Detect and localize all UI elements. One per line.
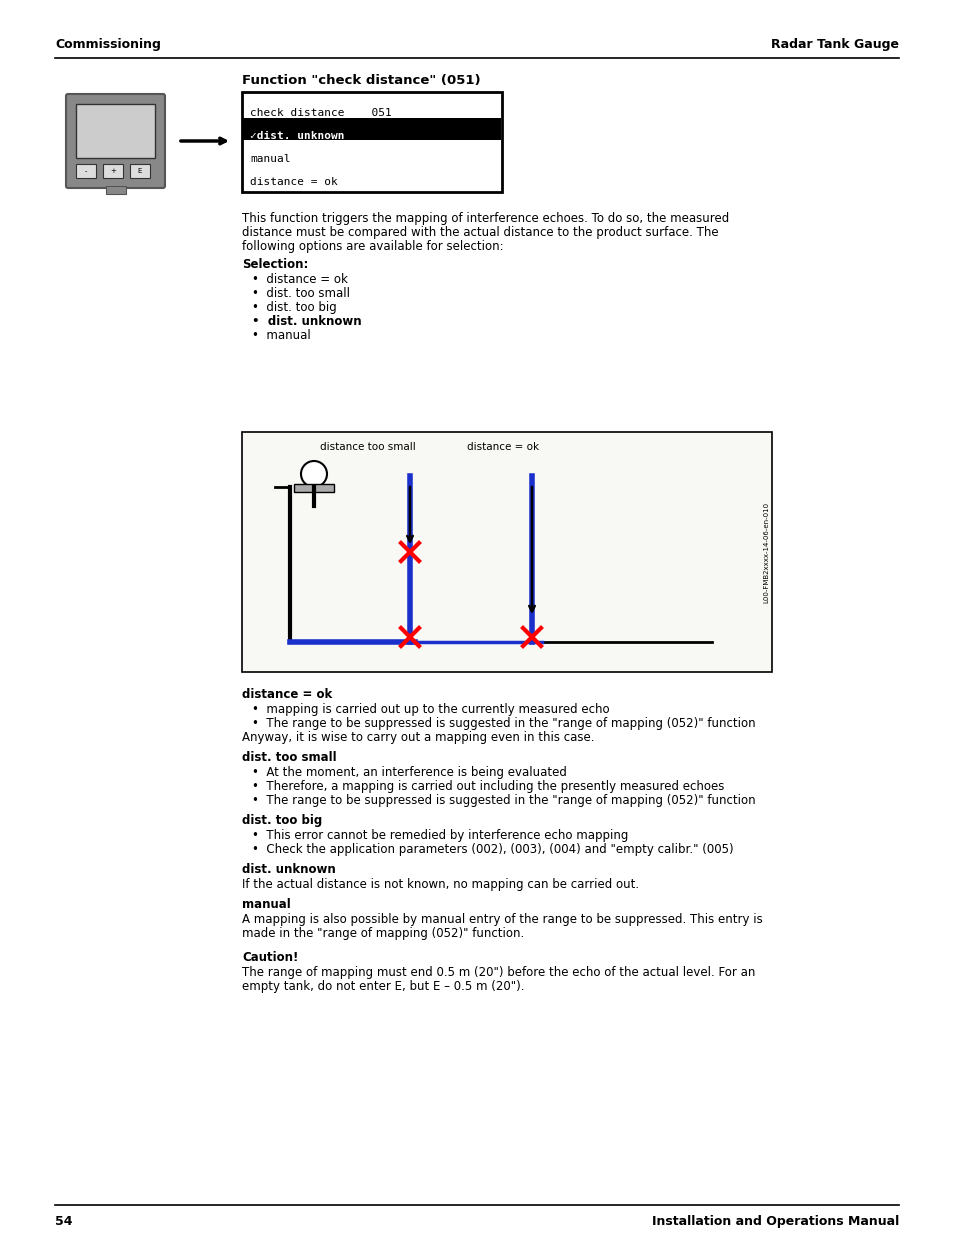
Text: empty tank, do not enter E, but E – 0.5 m (20").: empty tank, do not enter E, but E – 0.5 … xyxy=(242,981,524,993)
Text: distance = ok: distance = ok xyxy=(467,442,538,452)
Text: E: E xyxy=(137,168,142,174)
Text: If the actual distance is not known, no mapping can be carried out.: If the actual distance is not known, no … xyxy=(242,878,639,890)
Text: Anyway, it is wise to carry out a mapping even in this case.: Anyway, it is wise to carry out a mappin… xyxy=(242,731,594,743)
Text: 54: 54 xyxy=(55,1215,72,1228)
Text: Radar Tank Gauge: Radar Tank Gauge xyxy=(770,38,898,51)
Bar xyxy=(243,119,500,140)
Text: +: + xyxy=(110,168,116,174)
Text: Function "check distance" (051): Function "check distance" (051) xyxy=(242,74,480,86)
Text: following options are available for selection:: following options are available for sele… xyxy=(242,240,503,253)
Text: This function triggers the mapping of interference echoes. To do so, the measure: This function triggers the mapping of in… xyxy=(242,212,728,225)
Text: Installation and Operations Manual: Installation and Operations Manual xyxy=(651,1215,898,1228)
Text: manual: manual xyxy=(250,154,291,164)
Text: •  At the moment, an interference is being evaluated: • At the moment, an interference is bein… xyxy=(252,766,566,779)
Bar xyxy=(106,186,126,194)
Text: Commissioning: Commissioning xyxy=(55,38,161,51)
Text: •  Check the application parameters (002), (003), (004) and "empty calibr." (005: • Check the application parameters (002)… xyxy=(252,844,733,856)
Text: •  The range to be suppressed is suggested in the "range of mapping (052)" funct: • The range to be suppressed is suggeste… xyxy=(252,718,755,730)
Text: Selection:: Selection: xyxy=(242,258,308,270)
Text: L00-FMB2xxxx-14-06-en-010: L00-FMB2xxxx-14-06-en-010 xyxy=(762,501,768,603)
Text: distance too small: distance too small xyxy=(319,442,416,452)
Text: •  dist. too small: • dist. too small xyxy=(252,287,350,300)
Text: check distance    051: check distance 051 xyxy=(250,107,392,119)
Text: A mapping is also possible by manual entry of the range to be suppressed. This e: A mapping is also possible by manual ent… xyxy=(242,913,762,926)
Text: The range of mapping must end 0.5 m (20") before the echo of the actual level. F: The range of mapping must end 0.5 m (20"… xyxy=(242,966,755,979)
Bar xyxy=(130,164,150,178)
Text: •  This error cannot be remedied by interference echo mapping: • This error cannot be remedied by inter… xyxy=(252,829,628,842)
Bar xyxy=(242,91,501,191)
Bar xyxy=(103,164,123,178)
Bar xyxy=(294,484,334,492)
Text: •  mapping is carried out up to the currently measured echo: • mapping is carried out up to the curre… xyxy=(252,703,609,716)
Text: •  manual: • manual xyxy=(252,329,311,342)
Bar xyxy=(242,432,771,672)
Text: made in the "range of mapping (052)" function.: made in the "range of mapping (052)" fun… xyxy=(242,927,524,940)
Text: -: - xyxy=(85,168,87,174)
Text: •  Therefore, a mapping is carried out including the presently measured echoes: • Therefore, a mapping is carried out in… xyxy=(252,781,723,793)
Circle shape xyxy=(301,461,327,487)
Text: ✓dist. unknown: ✓dist. unknown xyxy=(250,131,344,141)
Bar xyxy=(76,164,96,178)
Text: Caution!: Caution! xyxy=(242,951,298,965)
Text: •  distance = ok: • distance = ok xyxy=(252,273,348,287)
Text: distance = ok: distance = ok xyxy=(250,177,337,186)
Text: •  dist. unknown: • dist. unknown xyxy=(252,315,361,329)
Bar xyxy=(76,104,154,158)
Text: distance must be compared with the actual distance to the product surface. The: distance must be compared with the actua… xyxy=(242,226,718,240)
FancyBboxPatch shape xyxy=(66,94,165,188)
Text: dist. too big: dist. too big xyxy=(242,814,322,827)
Text: •  The range to be suppressed is suggested in the "range of mapping (052)" funct: • The range to be suppressed is suggeste… xyxy=(252,794,755,806)
Text: dist. too small: dist. too small xyxy=(242,751,336,764)
Text: dist. unknown: dist. unknown xyxy=(242,863,335,876)
Text: manual: manual xyxy=(242,898,291,911)
Text: •  dist. too big: • dist. too big xyxy=(252,301,336,314)
Text: distance = ok: distance = ok xyxy=(242,688,332,701)
